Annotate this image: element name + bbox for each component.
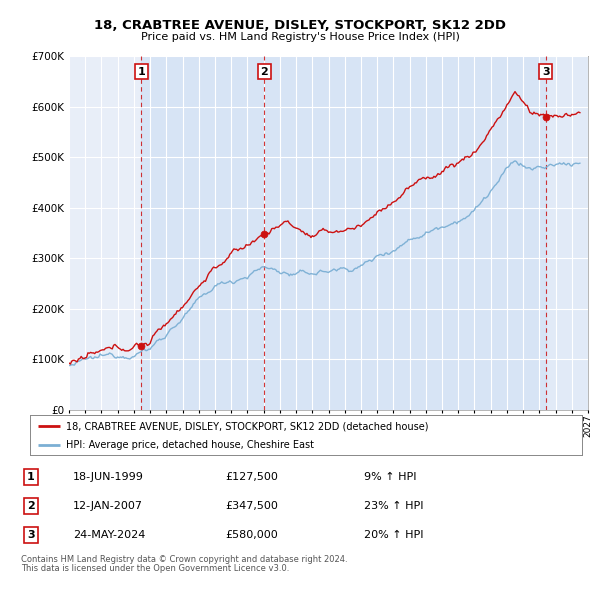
Text: Price paid vs. HM Land Registry's House Price Index (HPI): Price paid vs. HM Land Registry's House … [140, 32, 460, 42]
Text: 2: 2 [260, 67, 268, 77]
Text: 2: 2 [27, 501, 35, 511]
Text: £347,500: £347,500 [226, 501, 278, 511]
Text: 9% ↑ HPI: 9% ↑ HPI [364, 471, 416, 481]
Text: £127,500: £127,500 [226, 471, 278, 481]
Text: 1: 1 [137, 67, 145, 77]
Text: 18, CRABTREE AVENUE, DISLEY, STOCKPORT, SK12 2DD (detached house): 18, CRABTREE AVENUE, DISLEY, STOCKPORT, … [66, 421, 428, 431]
Bar [142, 56, 264, 410]
Text: 20% ↑ HPI: 20% ↑ HPI [364, 530, 423, 540]
Text: 18-JUN-1999: 18-JUN-1999 [73, 471, 143, 481]
Bar [546, 56, 588, 410]
Text: 3: 3 [542, 67, 550, 77]
Text: 1: 1 [27, 471, 35, 481]
Text: 18, CRABTREE AVENUE, DISLEY, STOCKPORT, SK12 2DD: 18, CRABTREE AVENUE, DISLEY, STOCKPORT, … [94, 19, 506, 32]
Text: 3: 3 [27, 530, 34, 540]
Text: 12-JAN-2007: 12-JAN-2007 [73, 501, 143, 511]
Text: Contains HM Land Registry data © Crown copyright and database right 2024.: Contains HM Land Registry data © Crown c… [21, 555, 347, 563]
Bar [546, 56, 588, 410]
Text: This data is licensed under the Open Government Licence v3.0.: This data is licensed under the Open Gov… [21, 564, 289, 573]
Text: 24-MAY-2024: 24-MAY-2024 [73, 530, 145, 540]
Text: HPI: Average price, detached house, Cheshire East: HPI: Average price, detached house, Ches… [66, 440, 314, 450]
Bar [264, 56, 546, 410]
Text: 23% ↑ HPI: 23% ↑ HPI [364, 501, 423, 511]
Text: £580,000: £580,000 [226, 530, 278, 540]
